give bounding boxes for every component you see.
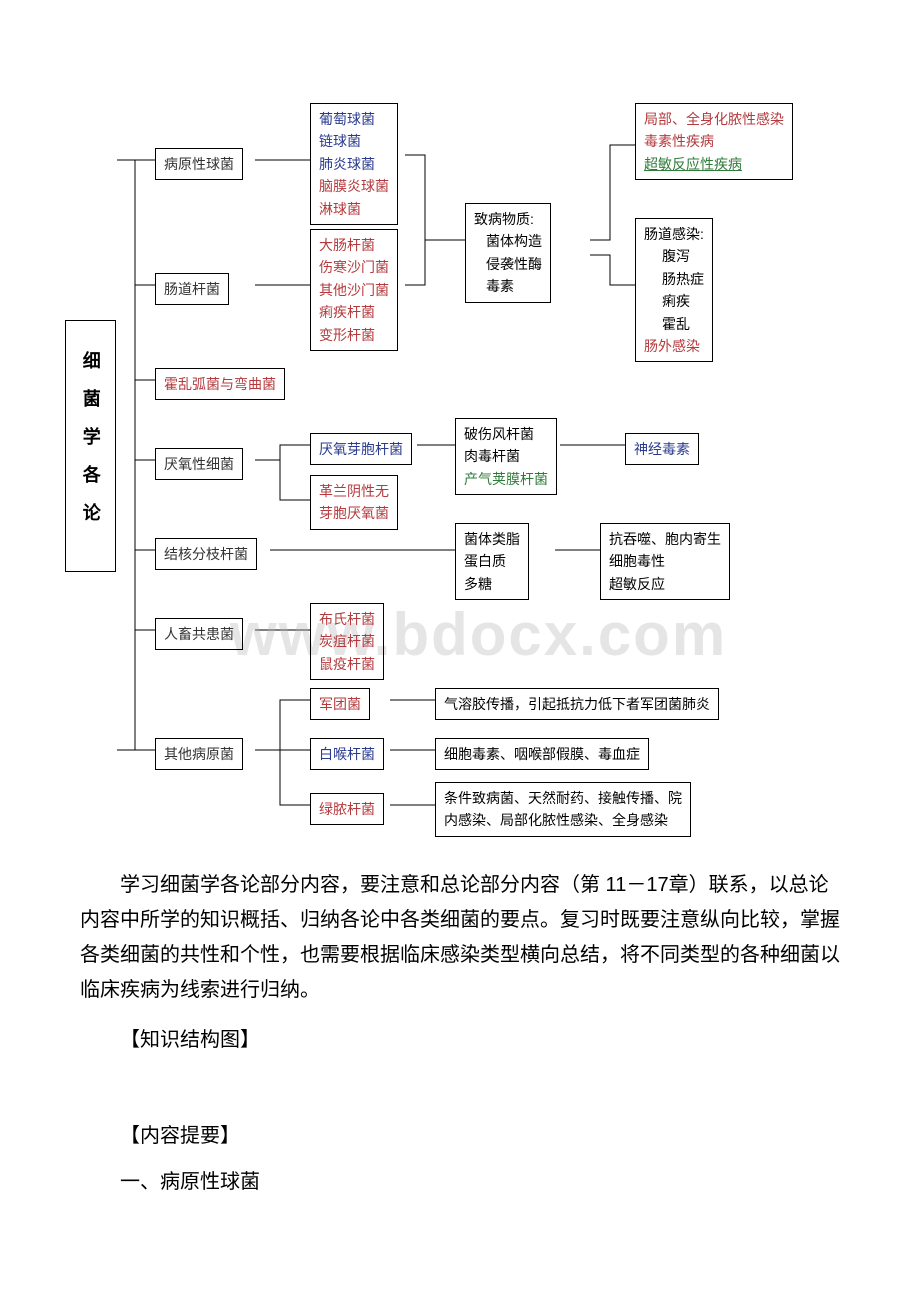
cat-anaerobe: 厌氧性细菌 [155, 448, 243, 480]
root-label: 细菌学各论 [81, 351, 101, 541]
anaerobe-species: 破伤风杆菌 肉毒杆菌 产气荚膜杆菌 [455, 418, 557, 495]
other-dipht: 白喉杆菌 [310, 738, 384, 770]
root-node: 细菌学各论 [65, 320, 116, 572]
anaerobe-gramneg: 革兰阴性无 芽胞厌氧菌 [310, 475, 398, 530]
cat-other: 其他病原菌 [155, 738, 243, 770]
heading-knowledge-structure: 【知识结构图】 [80, 1022, 840, 1058]
other-dipht-desc: 细胞毒素、咽喉部假膜、毒血症 [435, 738, 649, 770]
body-paragraph: 学习细菌学各论部分内容，要注意和总论部分内容（第 11－17章）联系，以总论内容… [80, 868, 840, 1008]
pathogenic-substance: 致病物质: 菌体构造 侵袭性酶 毒素 [465, 203, 551, 303]
heading-content-summary: 【内容提要】 [80, 1118, 840, 1154]
enteric-members: 大肠杆菌 伤寒沙门菌 其他沙门菌 痢疾杆菌 变形杆菌 [310, 229, 398, 351]
cat-vibrio: 霍乱弧菌与弯曲菌 [155, 368, 285, 400]
other-pseudo: 绿脓杆菌 [310, 793, 384, 825]
cocci-disease: 局部、全身化脓性感染 毒素性疾病 超敏反应性疾病 [635, 103, 793, 180]
zoonotic-members: 布氏杆菌 炭疽杆菌 鼠疫杆菌 [310, 603, 384, 680]
neurotoxin: 神经毒素 [625, 433, 699, 465]
heading-section-one: 一、病原性球菌 [80, 1164, 840, 1200]
enteric-disease: 肠道感染: 腹泻 肠热症 痢疾 霍乱 肠外感染 [635, 218, 713, 362]
other-legion: 军团菌 [310, 688, 370, 720]
cocci-members: 葡萄球菌 链球菌 肺炎球菌 脑膜炎球菌 淋球菌 [310, 103, 398, 225]
cat-enteric: 肠道杆菌 [155, 273, 229, 305]
cat-tb: 结核分枝杆菌 [155, 538, 257, 570]
other-legion-desc: 气溶胶传播，引起抵抗力低下者军团菌肺炎 [435, 688, 719, 720]
cat-cocci: 病原性球菌 [155, 148, 243, 180]
watermark: www.bdocx.com [230, 600, 727, 669]
other-pseudo-desc: 条件致病菌、天然耐药、接触传播、院 内感染、局部化脓性感染、全身感染 [435, 782, 691, 837]
anaerobe-spore: 厌氧芽胞杆菌 [310, 433, 412, 465]
knowledge-structure-diagram: www.bdocx.com 细菌学各论 病原性球菌 肠道杆菌 霍乱弧菌与弯曲菌 … [55, 60, 875, 850]
tb-substance: 菌体类脂 蛋白质 多糖 [455, 523, 529, 600]
cat-zoonotic: 人畜共患菌 [155, 618, 243, 650]
tb-effect: 抗吞噬、胞内寄生 细胞毒性 超敏反应 [600, 523, 730, 600]
